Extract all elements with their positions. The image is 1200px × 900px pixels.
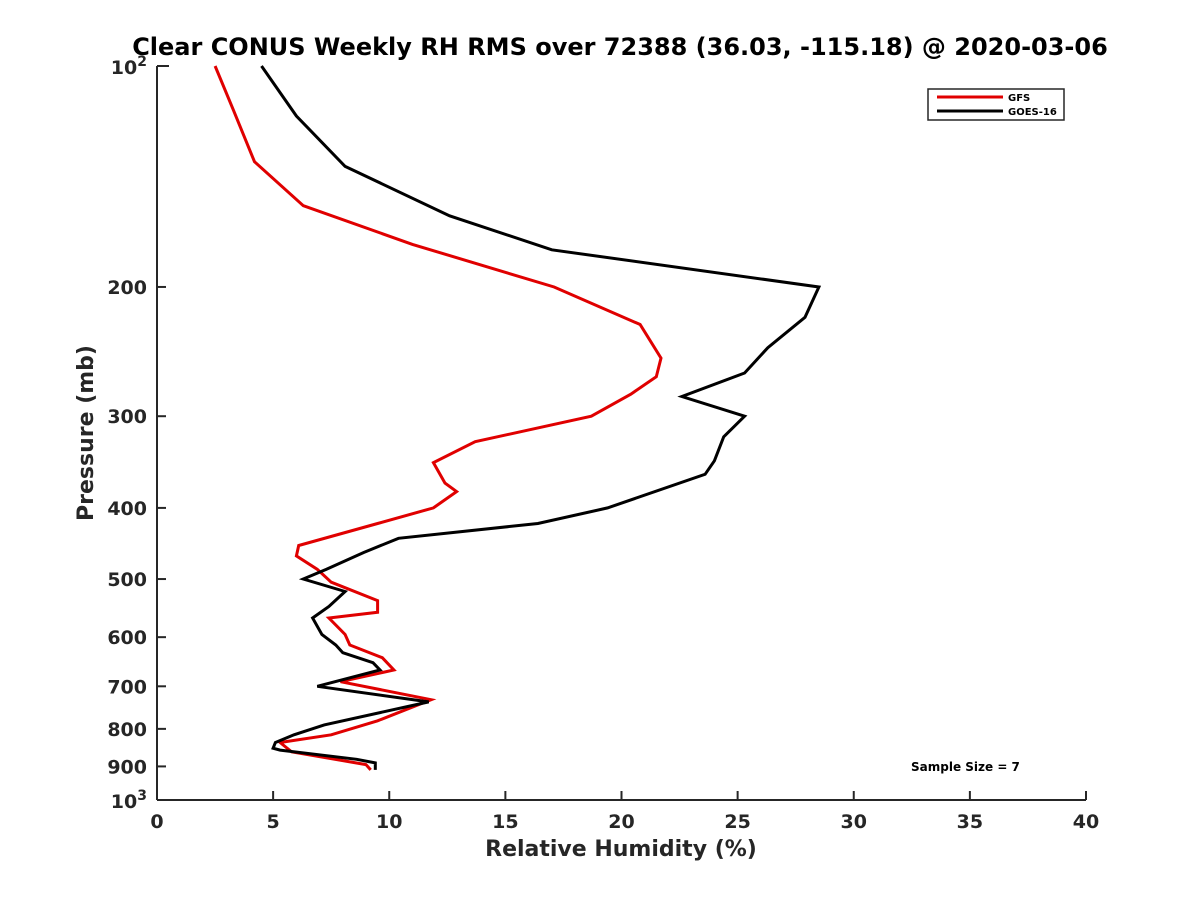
y-decade-label: 103	[111, 788, 147, 813]
y-tick-label: 700	[107, 676, 147, 698]
x-ticks: 0 5 10 15 20 25 30 35 40	[150, 791, 1099, 833]
y-tick-label: 600	[107, 627, 147, 649]
y-tick-label: 800	[107, 719, 147, 741]
series-line-goes16	[260, 65, 822, 770]
x-tick-label: 10	[376, 811, 402, 833]
y-tick-label: 300	[107, 406, 147, 428]
x-tick-label: 25	[724, 811, 750, 833]
x-tick-label: 15	[492, 811, 518, 833]
y-ticks: 200 300 400 500 600 700 800 900 102 103	[107, 54, 169, 813]
axes: 0 5 10 15 20 25 30 35 40 200 300 400 500 600 700 800 90…	[107, 54, 1099, 833]
y-tick-label: 400	[107, 498, 147, 520]
series-layer	[213, 65, 822, 771]
y-tick-label: 500	[107, 569, 147, 591]
x-tick-label: 40	[1073, 811, 1099, 833]
x-tick-label: 5	[267, 811, 280, 833]
x-tick-label: 35	[957, 811, 983, 833]
x-tick-label: 30	[841, 811, 867, 833]
y-tick-label: 200	[107, 277, 147, 299]
legend-label-gfs: GFS	[1008, 93, 1030, 104]
y-tick-label: 900	[107, 756, 147, 778]
legend-label-goes16: GOES-16	[1008, 107, 1057, 118]
sample-size-note: Sample Size = 7	[911, 760, 1020, 774]
series-line-gfs	[213, 65, 663, 771]
x-axis-label: Relative Humidity (%)	[485, 837, 757, 862]
chart-title: Clear CONUS Weekly RH RMS over 72388 (36…	[132, 33, 1108, 61]
x-tick-label: 0	[150, 811, 163, 833]
legend: GFS GOES-16	[927, 88, 1065, 121]
y-decade-label: 102	[111, 54, 147, 79]
y-axis-label: Pressure (mb)	[74, 345, 99, 521]
x-tick-label: 20	[608, 811, 634, 833]
legend-box	[927, 88, 1065, 121]
